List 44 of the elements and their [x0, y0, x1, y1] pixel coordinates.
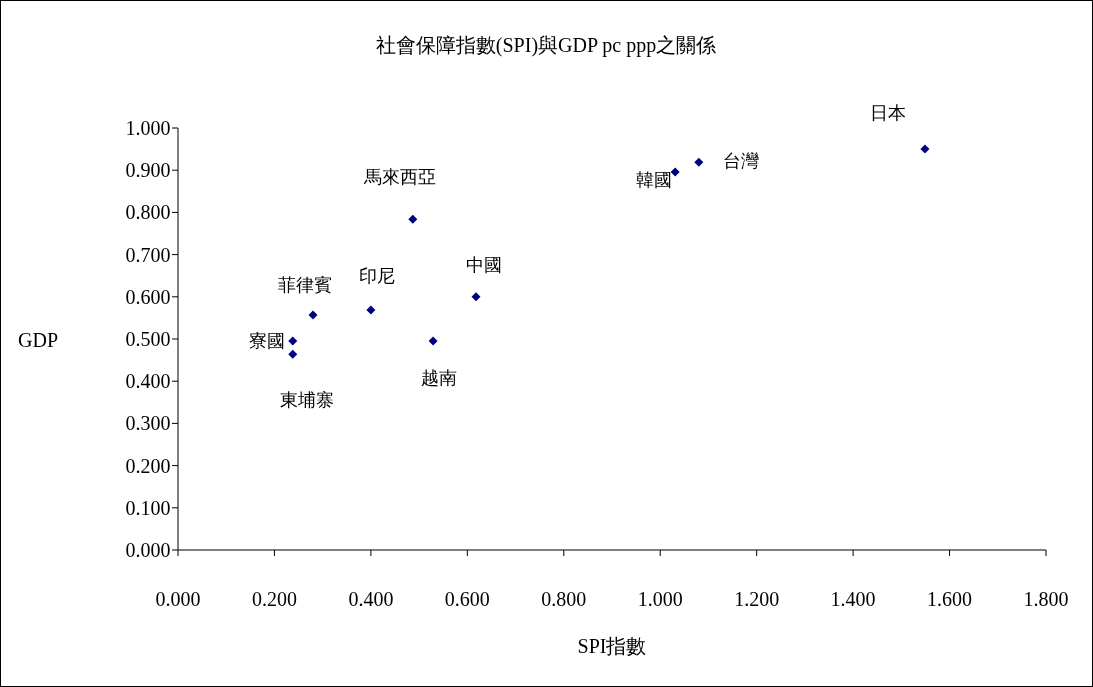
point — [670, 167, 680, 177]
point — [920, 144, 930, 154]
x-tick-label: 1.400 — [830, 588, 876, 610]
annotation: 馬來西亞 — [362, 167, 436, 188]
annotation: 菲律賓 — [278, 274, 333, 295]
y-tick-label: 0.700 — [125, 243, 171, 266]
y-tick-label: 0.900 — [125, 159, 171, 182]
y-tick-label: 0.500 — [125, 328, 171, 350]
point — [694, 157, 704, 167]
x-tick-label: 0.200 — [251, 588, 297, 610]
y-tick-label: 0.300 — [125, 412, 171, 435]
annotation: 台灣 — [722, 151, 759, 172]
x-tick-label: 1.200 — [734, 588, 780, 610]
point — [428, 336, 438, 346]
y-tick-label: 0.400 — [125, 370, 171, 393]
point — [308, 310, 318, 320]
point — [471, 292, 481, 302]
y-axis-title: GDP — [18, 329, 59, 351]
annotation: 日本 — [869, 103, 906, 124]
y-tick-label: 0.600 — [125, 285, 171, 308]
x-tick-label: 0.400 — [348, 588, 394, 610]
annotation: 寮國 — [248, 331, 285, 352]
y-tick-label: 0.000 — [125, 539, 171, 561]
annotation: 東埔寨 — [279, 390, 334, 411]
x-axis-title: SPI指數 — [577, 635, 647, 657]
y-tick-label: 0.100 — [125, 496, 171, 519]
x-tick-label: 0.000 — [155, 588, 201, 610]
x-tick-label: 0.600 — [444, 588, 490, 610]
point — [288, 349, 298, 359]
point — [366, 305, 376, 315]
x-tick-label: 1.600 — [927, 588, 973, 610]
point — [408, 214, 418, 224]
annotation: 中國 — [466, 254, 503, 275]
annotation: 印尼 — [358, 265, 395, 286]
chart-title: 社會保障指數(SPI)與GDP pc ppp之關係 — [375, 34, 717, 57]
y-tick-label: 0.200 — [125, 454, 171, 477]
point — [288, 336, 298, 346]
x-tick-label: 1.800 — [1023, 588, 1069, 610]
x-tick-label: 0.800 — [541, 588, 587, 610]
y-tick-label: 1.000 — [125, 117, 171, 139]
y-tick-label: 0.800 — [125, 201, 171, 224]
annotation: 越南 — [421, 368, 458, 389]
annotation: 韓國 — [636, 169, 673, 190]
x-tick-label: 1.000 — [637, 588, 683, 610]
